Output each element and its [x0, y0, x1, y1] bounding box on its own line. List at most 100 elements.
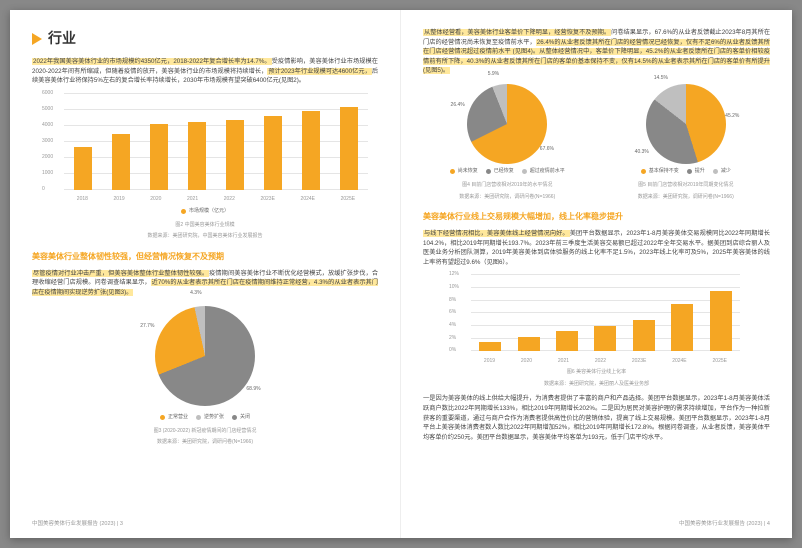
- pie-canvas: 67.6%26.4%5.9%: [467, 84, 547, 164]
- legend-dot-icon: [486, 169, 491, 174]
- legend-label: 尚未恢复: [458, 168, 478, 176]
- page-right: 从整体经营看，美容美体行业客单价下降明显，经营恢复不及预期。问卷结果显示，67.…: [401, 10, 792, 538]
- pie-slice-label: 26.4%: [451, 102, 465, 110]
- legend-label: 减少: [721, 168, 731, 176]
- legend-label: 超过疫情前水平: [530, 168, 565, 176]
- pie-slice-label: 4.3%: [190, 290, 201, 298]
- bar-chart-canvas: 0%2%4%6%8%10%12% 20192020202120222023E20…: [453, 275, 740, 365]
- bar: [226, 120, 244, 190]
- bar-chart-2: 0%2%4%6%8%10%12% 20192020202120222023E20…: [423, 275, 770, 388]
- legend-dot-icon: [687, 169, 692, 174]
- right-para2: 与线下经营情况相比，美容美体线上经营情况向好。美团平台数据显示，2023年1-8…: [423, 229, 770, 267]
- bar-label: 2025E: [713, 358, 727, 366]
- legend-label: 正常营业: [168, 414, 188, 422]
- legend-item: 基本保持不变: [641, 168, 679, 176]
- chart-caption: 图3 (2020-2022) 新冠疫情期间的门店经营情况: [32, 428, 378, 436]
- section-header: 行业: [32, 28, 378, 49]
- pie-legend: 尚未恢复 已经恢复 超过疫情前水平: [423, 168, 592, 178]
- page-footer: 中国美容美体行业发展报告 (2023) | 4: [679, 520, 770, 528]
- bar: [479, 342, 501, 352]
- legend-label: 市场规模（亿元）: [189, 208, 229, 216]
- pie-slice-label: 45.2%: [725, 113, 739, 121]
- bar-label: 2023E: [632, 358, 646, 366]
- bar-label: 2023E: [260, 196, 274, 204]
- legend-item: 提升: [687, 168, 705, 176]
- pie-slice-label: 68.9%: [246, 386, 260, 394]
- bar: [74, 147, 92, 190]
- bar-label: 2022: [224, 196, 235, 204]
- page-spread: 行业 2022年我国美容美体行业的市场规模约4350亿元，2018-2022年复…: [10, 10, 792, 538]
- legend-item: 关闭: [232, 414, 250, 422]
- left-para2: 尽管疫情对行业冲击严重，但美容美体整体行业整体韧性较强。疫情期间美容美体行业不断…: [32, 269, 378, 298]
- bar-chart-canvas: 0100020003000400050006000 20182019202020…: [42, 94, 368, 204]
- pie-col-b: 45.2%40.3%14.5% 基本保持不变提升 减少 图5 目前门店营收相对20…: [602, 84, 771, 201]
- chart-caption: 图6 美容美体行业线上化率: [423, 369, 770, 377]
- pie-slice-label: 14.5%: [654, 75, 668, 83]
- legend-item: 已经恢复: [486, 168, 514, 176]
- legend-dot-icon: [713, 169, 718, 174]
- bar-label: 2021: [558, 358, 569, 366]
- legend-dot-icon: [181, 209, 186, 214]
- bar: [633, 320, 655, 352]
- legend-item: 逆势扩张: [196, 414, 224, 422]
- subhead: 美容美体行业线上交易规模大幅增加，线上化率稳步提升: [423, 211, 770, 223]
- legend-item: 超过疫情前水平: [522, 168, 565, 176]
- bar-label: 2019: [114, 196, 125, 204]
- legend-label: 基本保持不变: [649, 168, 679, 176]
- legend-label: 逆势扩张: [204, 414, 224, 422]
- chart-caption: 图5 目前门店营收相对2019年同期变化情况: [602, 182, 771, 190]
- legend-item: 尚未恢复: [450, 168, 478, 176]
- legend-dot-icon: [232, 415, 237, 420]
- pie-col-a: 67.6%26.4%5.9% 尚未恢复 已经恢复 超过疫情前水平 图4 目前门店营收…: [423, 84, 592, 201]
- legend-item: 市场规模（亿元）: [181, 208, 229, 216]
- legend-dot-icon: [196, 415, 201, 420]
- pie-slice-label: 40.3%: [635, 149, 649, 157]
- chart-source: 数据来源：美团研究院，调研问卷(N=1966): [32, 439, 378, 447]
- bar-label: 2020: [150, 196, 161, 204]
- bar: [710, 291, 732, 352]
- bar-label: 2022: [595, 358, 606, 366]
- page-left: 行业 2022年我国美容美体行业的市场规模约4350亿元，2018-2022年复…: [10, 10, 401, 538]
- legend-item: 正常营业: [160, 414, 188, 422]
- left-para1: 2022年我国美容美体行业的市场规模约4350亿元，2018-2022年复合增长…: [32, 57, 378, 86]
- pie-slice-label: 27.7%: [140, 323, 154, 331]
- legend-row: 市场规模（亿元）: [32, 208, 378, 218]
- pie-slice-label: 67.6%: [540, 146, 554, 154]
- chart-caption: 图2 中国美容美体行业规模: [32, 222, 378, 230]
- chart-source: 数据来源：美团研究院，调研问卷(N=1966): [602, 194, 771, 202]
- hl-text: 与线下经营情况相比，美容美体线上经营情况向好。: [423, 230, 570, 237]
- bar-label: 2019: [484, 358, 495, 366]
- subhead: 美容美体行业整体韧性较强，但经营情况恢复不及预期: [32, 251, 378, 263]
- legend-item: 减少: [713, 168, 731, 176]
- bar: [150, 124, 168, 190]
- right-para3: 一是因为美容美体的线上供给大幅提升，为消费者提供了丰富的商户和产品选择。美团平台…: [423, 394, 770, 442]
- bar: [264, 116, 282, 190]
- bar-label: 2024E: [301, 196, 315, 204]
- chart-source: 数据来源：美团研究院，调研问卷(N=1966): [423, 194, 592, 202]
- bar: [594, 326, 616, 351]
- right-para1: 从整体经营看，美容美体行业客单价下降明显，经营恢复不及预期。问卷结果显示，67.…: [423, 28, 770, 76]
- bar-label: 2020: [521, 358, 532, 366]
- pie-row: 67.6%26.4%5.9% 尚未恢复 已经恢复 超过疫情前水平 图4 目前门店营收…: [423, 84, 770, 201]
- bar-label: 2025E: [341, 196, 355, 204]
- bar-chart-1: 0100020003000400050006000 20182019202020…: [32, 94, 378, 241]
- bar: [188, 122, 206, 190]
- page-footer: 中国美容美体行业发展报告 (2023) | 3: [32, 520, 123, 528]
- section-title: 行业: [48, 28, 76, 49]
- chart-caption: 图4 目前门店营收相对2019年的水平情况: [423, 182, 592, 190]
- legend-label: 已经恢复: [494, 168, 514, 176]
- legend-dot-icon: [160, 415, 165, 420]
- bar-label: 2018: [77, 196, 88, 204]
- triangle-icon: [32, 33, 42, 45]
- legend-dot-icon: [641, 169, 646, 174]
- hl-text: 从整体经营看，美容美体行业客单价下降明显，经营恢复不及预期。: [423, 29, 611, 36]
- legend-dot-icon: [522, 169, 527, 174]
- pie-legend: 基本保持不变提升 减少: [602, 168, 771, 178]
- bar: [340, 107, 358, 190]
- hl-text: 预计2023年行业规模可达4600亿元，: [267, 68, 371, 75]
- hl-text: 尽管疫情对行业冲击严重，但美容美体整体行业整体韧性较强。: [32, 270, 209, 277]
- pie-canvas: 45.2%40.3%14.5%: [646, 84, 726, 164]
- legend-dot-icon: [450, 169, 455, 174]
- bar-label: 2021: [187, 196, 198, 204]
- pie-legend: 正常营业 逆势扩张关闭: [32, 414, 378, 424]
